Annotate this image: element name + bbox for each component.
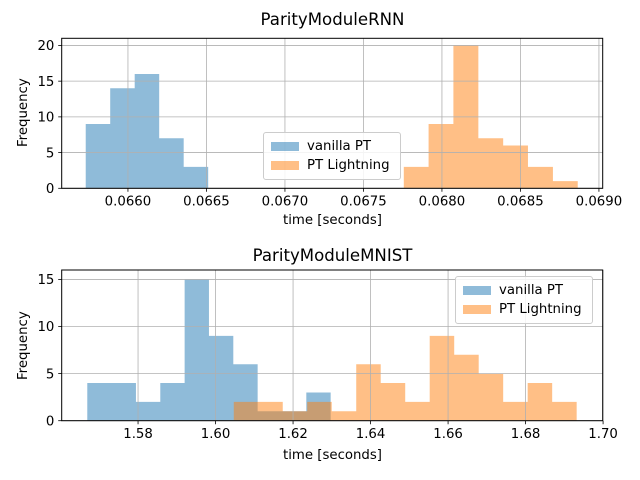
x-tick-label: 0.0665 — [183, 195, 230, 210]
x-tick-label: 0.0680 — [419, 195, 466, 210]
legend-label: vanilla PT — [499, 283, 564, 298]
legend-label: vanilla PT — [307, 139, 372, 154]
x-tick-label: 1.60 — [201, 427, 231, 442]
x-tick-label: 1.62 — [278, 427, 308, 442]
legend: vanilla PT PT Lightning — [263, 132, 401, 180]
x-tick-label: 1.68 — [511, 427, 541, 442]
histogram-series-vanilla-pt — [87, 279, 331, 421]
y-tick-label: 15 — [37, 75, 54, 90]
histogram-series-vanilla-pt — [85, 74, 209, 189]
x-tick-label: 0.0670 — [262, 195, 309, 210]
legend-item: vanilla PT — [271, 138, 390, 155]
x-axis-label: time [seconds] — [283, 213, 382, 228]
legend-item: PT Lightning — [271, 157, 390, 174]
legend-item: vanilla PT — [463, 282, 582, 299]
y-tick-label: 0 — [46, 182, 54, 197]
legend-item: PT Lightning — [463, 301, 582, 318]
y-tick-label: 10 — [37, 111, 54, 126]
x-tick-label: 1.58 — [123, 427, 153, 442]
histogram-series-pt-lightning — [233, 335, 577, 421]
x-tick-label: 1.66 — [433, 427, 463, 442]
y-tick-label: 15 — [37, 273, 54, 288]
plot-area: 0.0660 0.0665 0.0670 0.0675 0.0680 0.0685 0.06… — [37, 37, 623, 210]
y-tick-label: 5 — [46, 146, 54, 161]
legend: vanilla PT PT Lightning — [455, 276, 593, 324]
chart-title: ParityModuleMNIST — [252, 246, 413, 265]
legend-swatch — [463, 285, 491, 296]
legend-swatch — [463, 304, 491, 315]
chart-parity-module-rnn: ParityModuleRNN Frequency 0.0660 0.0665 0.… — [16, 10, 623, 228]
legend-label: PT Lightning — [499, 302, 582, 317]
x-tick-label: 0.0675 — [340, 195, 387, 210]
chart-title: ParityModuleRNN — [260, 10, 405, 29]
y-tick-label: 10 — [37, 320, 54, 335]
legend-label: PT Lightning — [307, 158, 390, 173]
legend-swatch — [271, 160, 299, 171]
x-tick-label: 0.0685 — [497, 195, 544, 210]
x-tick-label: 1.70 — [588, 427, 618, 442]
plot-area: 1.58 1.60 1.62 1.64 1.66 1.68 1.70 0 5 10 15 — [37, 269, 618, 442]
x-tick-label: 0.0690 — [576, 195, 623, 210]
x-axis-label: time [seconds] — [283, 448, 382, 463]
y-tick-label: 20 — [37, 39, 54, 54]
chart-parity-module-mnist: ParityModuleMNIST Frequency 1.58 1.60 1.62… — [0, 240, 640, 480]
y-tick-label: 0 — [46, 414, 54, 429]
legend-swatch — [271, 141, 299, 152]
axes-frame — [61, 37, 604, 189]
y-tick-label: 5 — [46, 367, 54, 382]
x-tick-label: 0.0660 — [105, 195, 152, 210]
axes-frame — [61, 269, 604, 422]
x-tick-label: 1.64 — [356, 427, 386, 442]
